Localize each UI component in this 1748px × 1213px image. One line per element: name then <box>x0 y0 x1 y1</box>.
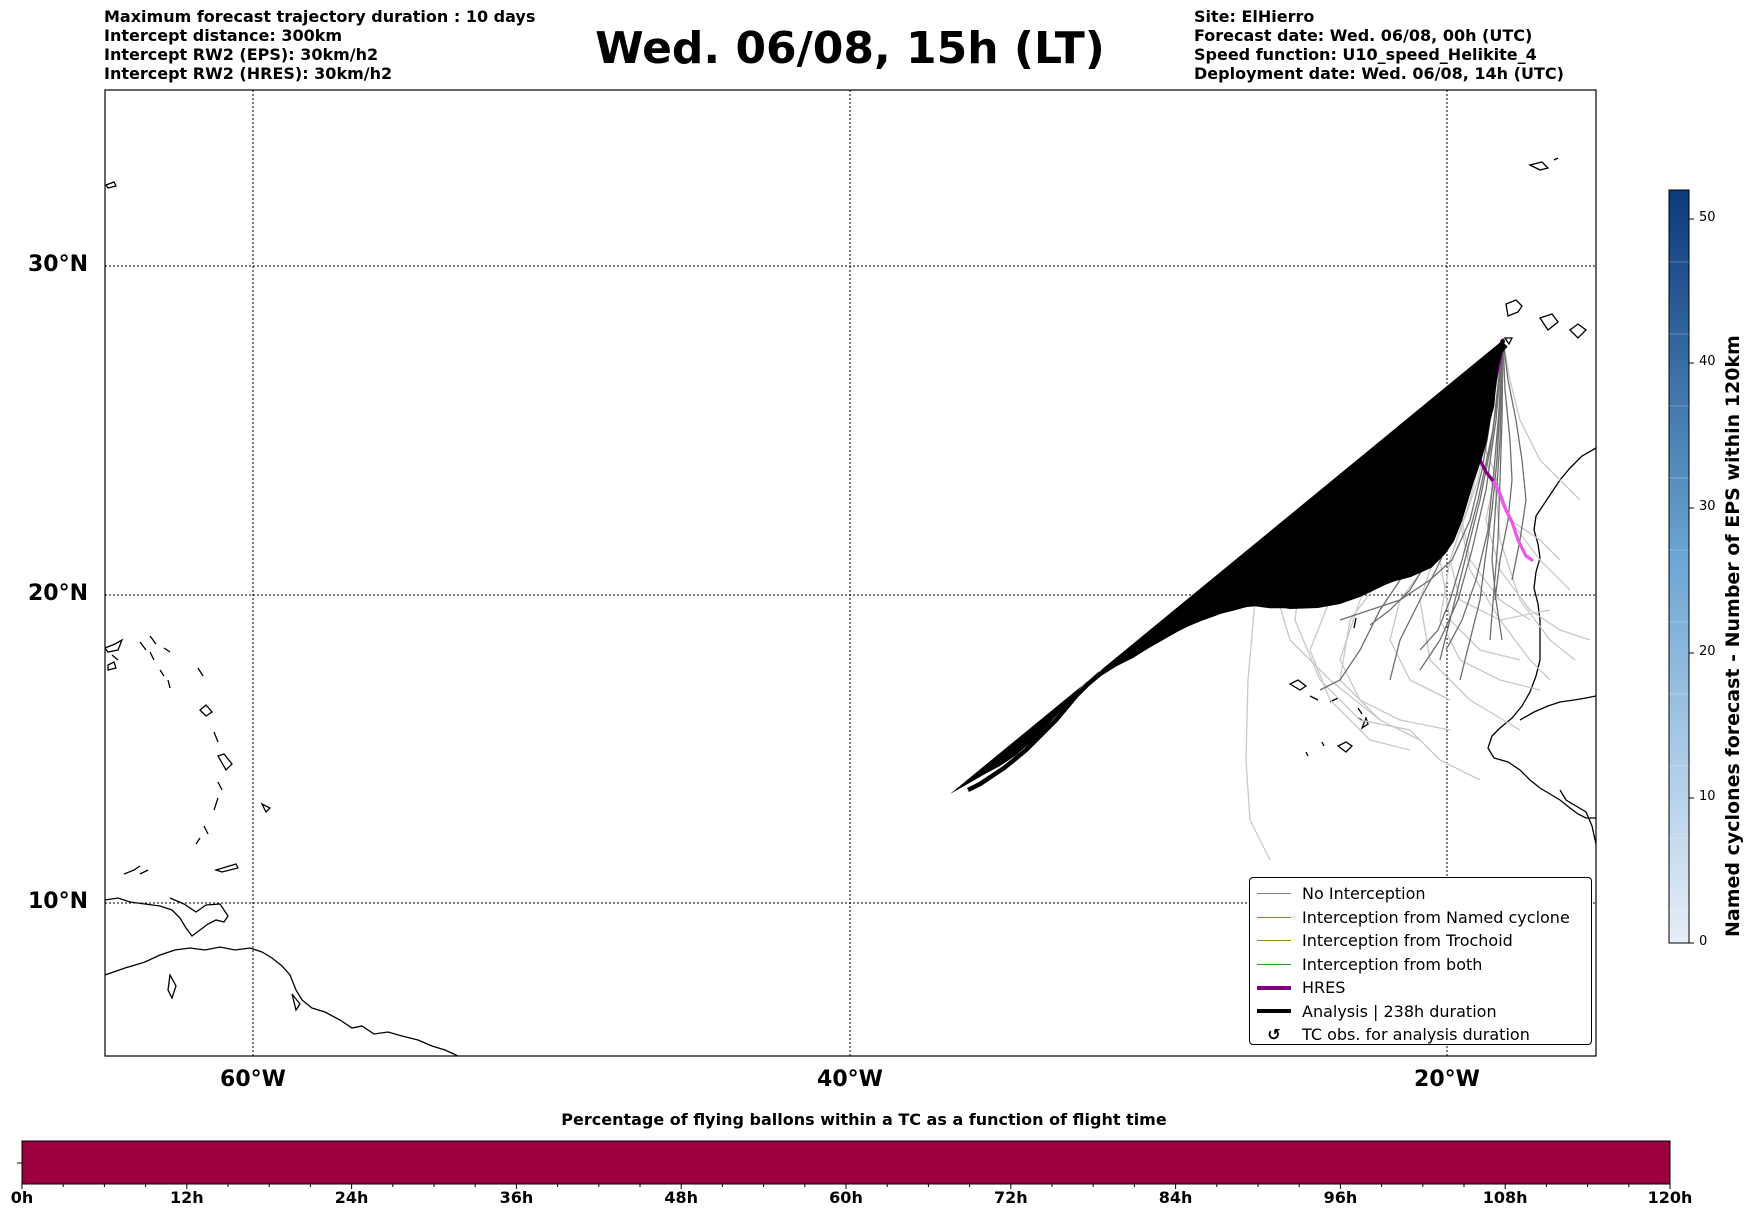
lat-tick-label: 30°N <box>27 252 88 277</box>
colorbar-bands <box>1669 261 1689 911</box>
lat-tick-label: 20°N <box>27 581 88 606</box>
colorbar-ticks <box>1689 218 1694 944</box>
lat-tick-label: 10°N <box>27 889 88 914</box>
colorbar-tick-label: 50 <box>1699 210 1716 225</box>
coast-island-top-left <box>105 181 117 189</box>
header-left-line: Maximum forecast trajectory duration : 1… <box>104 7 536 26</box>
coast-west-cluster <box>111 635 171 661</box>
colorbar-tick-label: 20 <box>1699 644 1716 659</box>
coast-west-a <box>107 661 117 671</box>
coast-africa <box>1487 447 1596 819</box>
lon-tick-label: 20°W <box>1414 1067 1480 1092</box>
coast-cape-verde <box>1288 617 1369 757</box>
time-bar-label: 36h <box>499 1188 534 1207</box>
colorbar-tick-label: 40 <box>1699 354 1716 369</box>
header-left-line: Intercept RW2 (EPS): 30km/h2 <box>104 45 379 64</box>
lon-tick-label: 60°W <box>220 1067 286 1092</box>
header-right-line: Deployment date: Wed. 06/08, 14h (UTC) <box>1194 64 1564 83</box>
colorbar-tick-label: 10 <box>1699 789 1716 804</box>
legend-label: HRES <box>1302 978 1346 998</box>
coast-west-top <box>105 638 124 653</box>
header-left: Maximum forecast trajectory duration : 1… <box>104 7 535 83</box>
header-left-line: Intercept RW2 (HRES): 30km/h2 <box>104 64 393 83</box>
time-bar-label: 12h <box>169 1188 204 1207</box>
coast-canary-3 <box>1569 323 1587 339</box>
time-bar-label: 60h <box>829 1188 863 1207</box>
coast-west-africa-south <box>1559 789 1596 845</box>
header-right-line: Forecast date: Wed. 06/08, 00h (UTC) <box>1194 26 1533 45</box>
header-right: Site: ElHierro Forecast date: Wed. 06/08… <box>1194 7 1564 83</box>
time-bar <box>21 1140 1671 1185</box>
coast-lesser-antilles <box>123 651 272 875</box>
coast-south-america <box>105 946 459 1056</box>
coastlines <box>105 157 1596 1056</box>
map-title: Wed. 06/08, 15h (LT) <box>595 23 1105 74</box>
colorbar-gradient <box>1668 189 1690 944</box>
time-bar-label: 120h <box>1647 1188 1693 1207</box>
legend-item: Interception from Named cyclone <box>1256 906 1585 930</box>
legend-item: Interception from both <box>1256 953 1585 977</box>
legend-label: Interception from Trochoid <box>1302 931 1513 951</box>
legend-item: ↺ TC obs. for analysis duration <box>1256 1023 1585 1047</box>
analysis-track-drawn <box>966 339 1506 793</box>
time-bar-label: 96h <box>1323 1188 1358 1207</box>
time-bar-title: Percentage of flying ballons within a TC… <box>561 1110 1167 1129</box>
time-bar-label: 84h <box>1158 1188 1193 1207</box>
coast-africa-2 <box>1519 695 1596 721</box>
map-legend: No Interception Interception from Named … <box>1249 877 1592 1045</box>
coast-canary-1 <box>1505 299 1523 317</box>
legend-label: Interception from Named cyclone <box>1302 907 1570 927</box>
colorbar-tick-label: 0 <box>1699 934 1708 949</box>
legend-label: Interception from both <box>1302 954 1483 974</box>
legend-item: Interception from Trochoid <box>1256 929 1585 953</box>
time-bar-label: 24h <box>334 1188 369 1207</box>
time-bar-label: 48h <box>664 1188 699 1207</box>
legend-label: Analysis | 238h duration <box>1302 1001 1497 1021</box>
coast-canary-2 <box>1538 313 1559 331</box>
legend-item: No Interception <box>1256 882 1585 906</box>
coast-venezuela-island <box>105 897 229 937</box>
colorbar-label: Named cyclones forecast - Number of EPS … <box>1722 335 1744 937</box>
hres-track-light <box>1492 480 1534 562</box>
lon-tick-label: 40°W <box>817 1067 883 1092</box>
header-right-line: Speed function: U10_speed_Helikite_4 <box>1194 45 1537 64</box>
legend-item: HRES <box>1256 976 1585 1000</box>
coast-madeira <box>1528 157 1559 171</box>
map-frame <box>104 89 1597 1057</box>
time-bar-ticks <box>21 1184 1671 1189</box>
analysis-track-start <box>1492 343 1508 371</box>
time-bar-label: 108h <box>1482 1188 1528 1207</box>
header-right-line: Site: ElHierro <box>1194 7 1315 26</box>
time-bar-label: 72h <box>993 1188 1028 1207</box>
coast-island-1 <box>167 972 177 1000</box>
coast-island-2 <box>291 993 301 1012</box>
coast-canary-4 <box>1503 337 1514 346</box>
legend-label: No Interception <box>1302 884 1426 904</box>
time-bar-label: 0h <box>10 1188 34 1207</box>
tc-symbol-icon: ↺ <box>1267 1025 1281 1045</box>
legend-item: Analysis | 238h duration <box>1256 1000 1585 1024</box>
header-left-line: Intercept distance: 300km <box>104 26 343 45</box>
legend-label: TC obs. for analysis duration <box>1302 1025 1530 1045</box>
analysis-track-line <box>950 340 1503 794</box>
colorbar-tick-label: 30 <box>1699 499 1716 514</box>
